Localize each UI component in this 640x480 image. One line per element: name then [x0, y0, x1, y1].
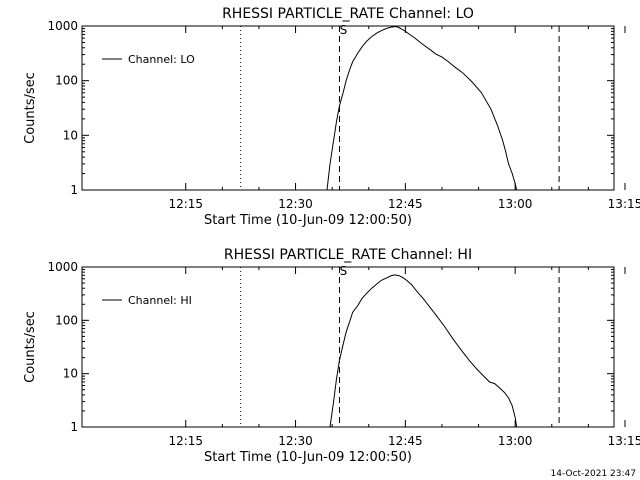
x-axis-label: Start Time (10-Jun-09 12:00:50)	[204, 450, 412, 465]
x-tick-label: 12:15	[168, 197, 203, 211]
series-line	[329, 274, 518, 428]
chart-panel-hi: RHESSI PARTICLE_RATE Channel: HI 1 10 100 10…	[23, 247, 640, 465]
y-tick-label: 10	[63, 128, 78, 142]
x-tick-label: 13:15	[608, 434, 640, 448]
x-tick-label: 12:45	[388, 197, 423, 211]
x-tick-label: 13:00	[498, 197, 533, 211]
footer-timestamp: 14-Oct-2021 23:47	[551, 469, 636, 479]
x-tick-label: 12:30	[278, 197, 313, 211]
y-axis-label: Counts/sec	[23, 311, 38, 383]
y-tick-label: 100	[55, 313, 78, 327]
plot-frame	[81, 266, 615, 428]
chart-title: RHESSI PARTICLE_RATE Channel: HI	[224, 247, 472, 263]
start-marker-label: S	[340, 23, 348, 37]
y-tick-label: 1	[70, 183, 78, 197]
x-tick-label: 12:45	[388, 434, 423, 448]
y-axis-label: Counts/sec	[23, 72, 38, 144]
x-axis-label: Start Time (10-Jun-09 12:00:50)	[204, 213, 412, 228]
x-tick-label: 13:15	[608, 197, 640, 211]
chart-title: RHESSI PARTICLE_RATE Channel: LO	[222, 6, 474, 22]
legend-label: Channel: LO	[128, 53, 195, 66]
y-tick-label: 1	[70, 420, 78, 434]
legend-label: Channel: HI	[128, 294, 192, 307]
x-tick-label: 12:15	[168, 434, 203, 448]
series-line	[326, 25, 518, 191]
chart-panel-lo: RHESSI PARTICLE_RATE Channel: LO 1 10 100 10…	[23, 6, 640, 228]
start-marker-label: S	[340, 264, 348, 278]
plot-frame	[81, 25, 615, 191]
y-tick-label: 10	[63, 367, 78, 381]
x-tick-label: 12:30	[278, 434, 313, 448]
y-tick-label: 1000	[47, 260, 78, 274]
x-tick-label: 13:00	[498, 434, 533, 448]
y-tick-label: 100	[55, 74, 78, 88]
y-tick-label: 1000	[47, 19, 78, 33]
